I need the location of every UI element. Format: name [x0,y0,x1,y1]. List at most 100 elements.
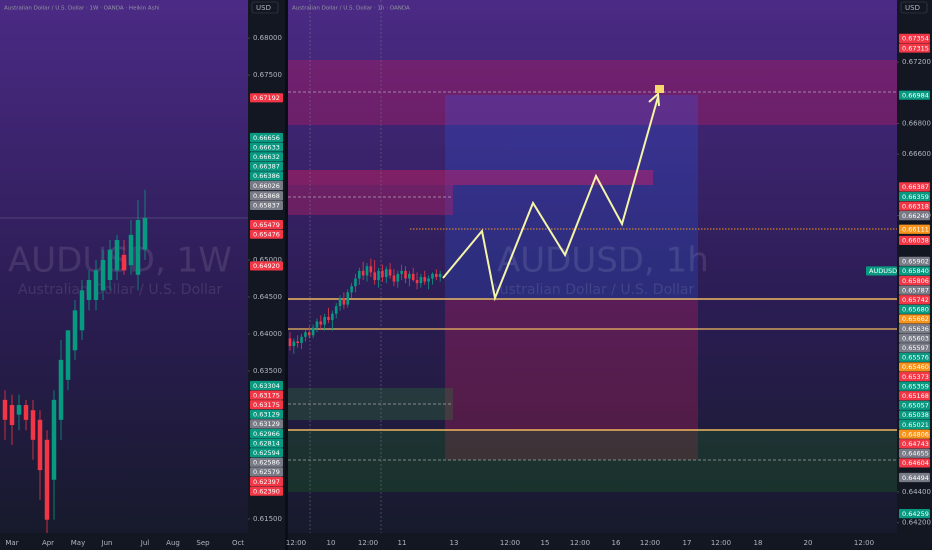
candle-body [51,399,57,480]
y-tick-label: 0.64000 [253,330,282,338]
price-label: 0.67315 [902,44,929,52]
price-label-box [899,333,930,343]
x-tick-label: 12:00 [570,539,590,547]
price-label-box [899,400,930,410]
x-tick-label: May [71,539,85,547]
price-label: 0.62579 [253,468,280,476]
price-label: 0.65476 [253,230,280,238]
candle-body [365,266,369,276]
price-label: 0.66984 [902,91,929,99]
price-label: 0.67192 [253,94,280,102]
chart-title: Australian Dollar / U.S. Dollar · 1W · O… [4,6,160,12]
price-label-box [250,457,283,467]
candle-body [9,405,15,426]
price-label: 0.65902 [902,258,929,266]
price-label: 0.64920 [253,262,280,270]
price-label-box [250,448,283,458]
candle-body [338,298,342,307]
price-label-box [899,275,930,286]
y-tick-label: 0.64200 [902,519,931,527]
price-label-box [899,201,930,211]
price-label-box [250,142,283,152]
candle-body [358,270,361,279]
zone [288,430,897,492]
candle-body [419,276,423,284]
x-tick-label: 12:00 [358,539,378,547]
price-label: 0.65742 [902,296,929,304]
candle-body [79,290,85,331]
price-label: 0.62966 [253,430,280,438]
candle-body [72,310,78,351]
price-label: 0.65597 [902,344,929,352]
candle-body [331,313,334,320]
watermark: AUDUSD, 1W [8,241,232,281]
target-icon [655,85,664,93]
candle-body [408,273,411,279]
price-label: 0.66386 [253,172,280,180]
price-label-box [250,400,283,410]
price-label: 0.66656 [253,134,280,142]
price-label-box [899,352,930,362]
x-tick-label: 10 [327,539,336,547]
price-label-box [899,211,930,221]
candle-body [311,327,315,336]
price-label-box [899,314,930,324]
x-tick-label: Aug [166,539,180,547]
price-label: 0.65168 [902,392,929,400]
candle-body [30,410,36,440]
price-label-box [899,235,930,246]
y-tick-label: 0.66800 [902,119,931,127]
price-label-box [250,180,283,191]
x-tick-label: Mar [5,539,18,547]
price-label: 0.64806 [902,430,929,438]
price-label: 0.64494 [902,474,929,482]
candle-body [327,316,330,320]
price-label: 0.66038 [902,237,929,245]
candle-body [58,359,64,420]
x-tick-label: Oct [232,539,244,547]
x-tick-label: 17 [683,539,692,547]
candle-body [292,341,296,347]
candle-body [388,269,392,276]
x-tick-label: 12:00 [500,539,520,547]
candle-body [319,321,323,325]
price-label-box [899,90,930,100]
price-label: 0.62594 [253,449,280,457]
price-label-box [899,429,930,439]
price-label: 0.66633 [253,143,280,151]
price-label: 0.63175 [253,401,280,409]
axes: Australian Dollar / U.S. Dollar · 1W · O… [4,1,931,547]
candle-body [86,279,92,300]
price-label-box [899,419,930,430]
candle-body [304,332,307,337]
price-label: 0.66318 [902,202,929,210]
x-tick-label: 20 [804,539,813,547]
candle-body [423,276,427,282]
price-label-box [899,304,930,314]
y-tick-label: 0.61500 [253,515,282,523]
price-label: 0.65806 [902,277,929,285]
x-tick-label: Apr [42,539,54,547]
x-tick-label: Jun [101,539,113,547]
price-label: 0.65837 [253,202,280,210]
price-label: 0.64259 [902,510,929,518]
price-label: 0.62397 [253,478,280,486]
currency-button [251,1,279,14]
candle-body [415,280,419,284]
price-label: 0.62814 [253,439,280,447]
y-tick-label: 0.66600 [902,150,931,158]
candle-body [369,266,373,273]
currency-label: USD [905,4,920,12]
x-tick-label: 16 [612,539,621,547]
candle-body [384,269,388,277]
candle-body [350,286,353,293]
zone [288,60,897,125]
candle-body [427,278,430,282]
candle-body [346,292,350,305]
candle-body [354,278,357,287]
price-label-box [250,229,283,239]
price-label-box [899,410,930,420]
currency-label: USD [256,4,271,12]
